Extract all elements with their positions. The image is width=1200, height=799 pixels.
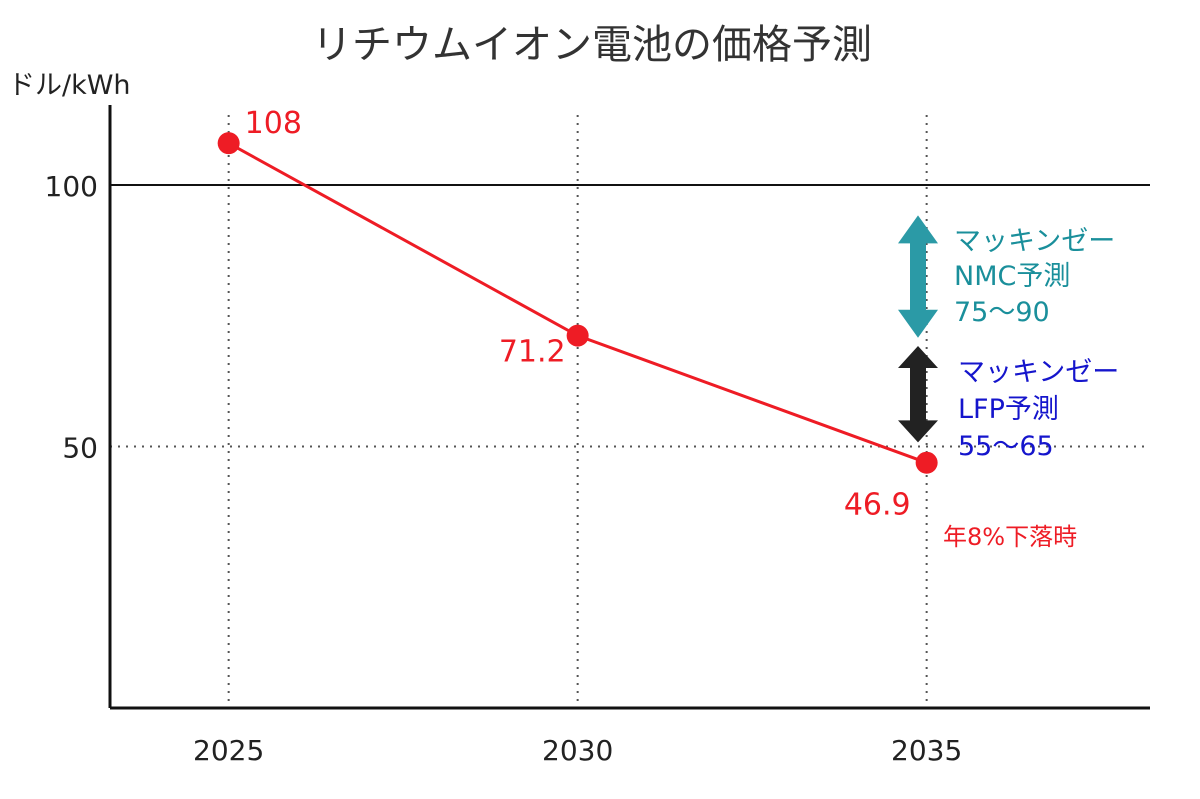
lfp-annotation-line-2: LFP予測	[958, 394, 1059, 425]
y-tick-label-50: 50	[62, 432, 98, 465]
lfp-annotation-line-1: マッキンゼー	[958, 357, 1119, 388]
data-point-2035	[915, 451, 938, 474]
nmc-annotation: マッキンゼー NMC予測 75〜90	[898, 215, 1115, 338]
decline-note: 年8%下落時	[943, 523, 1077, 551]
series-layer: 108 71.2 46.9	[217, 106, 938, 523]
data-point-2025	[217, 132, 240, 155]
chart-title: リチウムイオン電池の価格予測	[312, 22, 872, 68]
series-line-0	[227, 141, 928, 465]
data-point-2030	[566, 324, 589, 347]
grid	[110, 115, 1150, 708]
y-axis-label: ドル/kWh	[8, 70, 131, 101]
lfp-annotation-line-3: 55〜65	[958, 431, 1054, 462]
lfp-annotation: マッキンゼー LFP予測 55〜65	[898, 346, 1119, 462]
axes	[108, 105, 1150, 710]
x-tick-label-2025: 2025	[193, 734, 264, 767]
data-label-2035: 46.9	[844, 488, 911, 523]
nmc-annotation-line-2: NMC予測	[954, 261, 1070, 292]
x-tick-label-2035: 2035	[891, 734, 962, 767]
data-label-2025: 108	[245, 106, 302, 141]
y-tick-labels: 50 100	[45, 170, 98, 464]
nmc-annotation-line-1: マッキンゼー	[954, 226, 1115, 257]
nmc-annotation-line-3: 75〜90	[954, 297, 1050, 328]
x-tick-labels: 2025 2030 2035	[193, 734, 962, 767]
x-tick-label-2030: 2030	[542, 734, 613, 767]
lfp-range-arrow-icon	[898, 346, 938, 443]
y-tick-label-100: 100	[45, 170, 98, 203]
data-label-2030: 71.2	[499, 335, 566, 370]
nmc-range-arrow-icon	[898, 215, 938, 338]
